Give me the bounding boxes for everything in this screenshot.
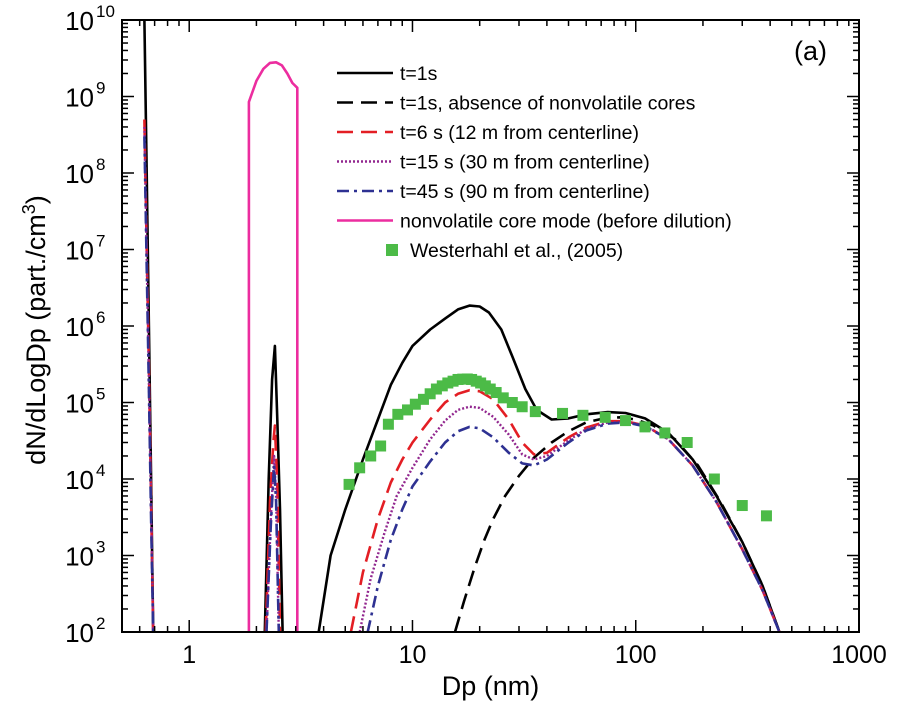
scatter-point — [401, 404, 413, 416]
scatter-point — [516, 401, 528, 413]
y-tick-label: 10 — [65, 389, 94, 419]
legend-label: t=6 s (12 m from centerline) — [400, 122, 639, 144]
y-tick-exponent: 4 — [96, 461, 105, 480]
series-line-2-segment-1 — [264, 424, 282, 632]
scatter-point — [639, 421, 651, 433]
y-tick-label: 10 — [65, 542, 94, 572]
legend-marker — [386, 244, 398, 256]
x-tick-label: 100 — [615, 641, 657, 669]
y-tick-label: 10 — [65, 312, 94, 342]
scatter-point — [506, 397, 518, 408]
legend-label: Westerhahl et al., (2005) — [410, 240, 623, 262]
panel-label: (a) — [794, 36, 827, 66]
legend-label: t=1s, absence of nonvolatile cores — [400, 93, 696, 115]
scatter-point — [343, 478, 355, 490]
y-axis-label-main: dN/dLogDp (part./cm — [21, 214, 51, 465]
scatter-point — [577, 409, 589, 421]
scatter-point — [365, 450, 377, 462]
x-tick-label: 10 — [399, 641, 427, 669]
scatter-point — [497, 392, 509, 404]
series-line-5-segment-0 — [247, 61, 299, 632]
scatter-point — [659, 427, 671, 439]
y-tick-label: 10 — [65, 236, 94, 266]
legend: t=1s t=1s, absence of nonvolatile cores t=… — [337, 63, 732, 262]
scatter-point — [354, 462, 366, 474]
scatter-point — [620, 415, 632, 427]
scatter-point — [708, 473, 720, 485]
y-tick-exponent: 6 — [96, 308, 105, 327]
series-layer — [143, 20, 781, 632]
series-line-2-segment-2 — [349, 388, 781, 632]
scatter-point — [430, 383, 442, 395]
x-tick-label: 1 — [182, 641, 196, 669]
series-line-4-segment-2 — [366, 421, 781, 632]
y-tick-label: 10 — [65, 6, 94, 36]
scatter-point — [681, 437, 693, 449]
y-tick-exponent: 5 — [96, 385, 105, 404]
series-line-0-segment-2 — [317, 304, 781, 632]
series-line-4-segment-0 — [143, 136, 155, 632]
scatter-point — [599, 411, 611, 423]
scatter-point — [484, 383, 496, 395]
scatter-point — [424, 388, 436, 400]
y-tick-exponent: 10 — [96, 2, 115, 21]
scatter-point — [529, 406, 541, 418]
scatter-point — [375, 440, 387, 452]
scatter-point — [557, 407, 569, 419]
scatter-point — [392, 408, 404, 420]
y-tick-exponent: 2 — [96, 614, 105, 633]
scatter-point — [436, 380, 448, 392]
y-tick-label: 10 — [65, 159, 94, 189]
y-tick-label: 10 — [65, 83, 94, 113]
scatter-point — [409, 398, 421, 410]
y-axis-label-close: ) — [21, 195, 51, 204]
legend-label: t=1s — [400, 63, 438, 85]
y-tick-exponent: 9 — [96, 79, 105, 98]
y-tick-label: 10 — [65, 465, 94, 495]
y-tick-exponent: 7 — [96, 232, 105, 251]
scatter-point — [490, 387, 502, 399]
legend-label: t=15 s (30 m from centerline) — [400, 152, 650, 174]
y-tick-label: 10 — [65, 618, 94, 648]
series-line-0-segment-1 — [263, 344, 284, 632]
y-axis-label: dN/dLogDp (part./cm3) — [19, 195, 51, 465]
x-axis-label: Dp (nm) — [442, 671, 540, 701]
scatter-point — [760, 510, 772, 522]
series-line-1-segment-0 — [453, 416, 781, 632]
y-axis-label-sup: 3 — [19, 204, 39, 214]
x-tick-label: 1000 — [831, 641, 887, 669]
y-tick-exponent: 8 — [96, 155, 105, 174]
legend-label: t=45 s (90 m from centerline) — [400, 181, 650, 203]
scatter-point — [736, 500, 748, 512]
scatter-point — [417, 393, 429, 405]
legend-label: nonvolatile core mode (before dilution) — [400, 211, 732, 233]
scatter-layer — [343, 373, 772, 522]
y-tick-exponent: 3 — [96, 538, 105, 557]
scatter-point — [382, 418, 394, 430]
